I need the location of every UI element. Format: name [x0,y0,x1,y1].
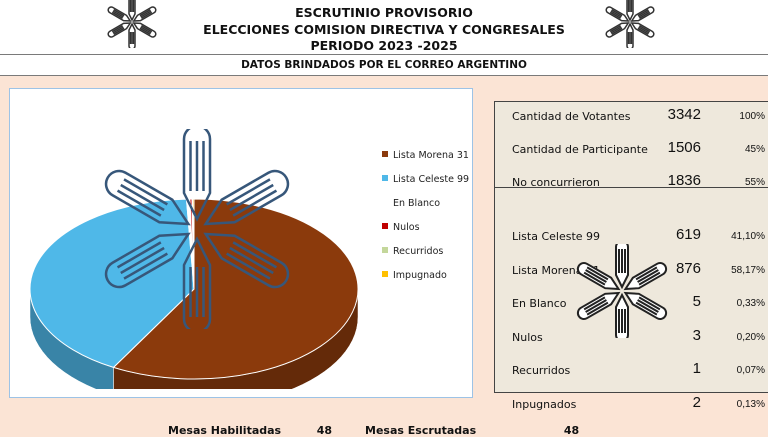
header: ESCRUTINIO PROVISORIO ELECCIONES COMISIO… [0,0,768,55]
stats-row: En Blanco 5 0,33% [495,293,768,315]
stats-label: Lista Celeste 99 [512,230,601,243]
stats-divider [495,187,768,188]
stats-row: Nulos 3 0,20% [495,327,768,349]
legend-label: Recurridos [393,246,444,257]
stats-percent: 0,20% [736,331,765,343]
stats-row: Cantidad de Participante 1506 45% [495,139,768,161]
stats-panel: Cantidad de Votantes 3342 100% Cantidad de … [494,101,768,411]
legend-swatch [382,175,388,181]
stats-value: 619 [675,226,701,243]
stats-label: En Blanco [512,297,567,310]
legend-item: Impugnado [382,269,447,283]
legend-label: En Blanco [393,198,441,209]
stats-row: Recurridos 1 0,07% [495,360,768,382]
stats-value: 1836 [667,172,701,189]
stats-percent: 0,13% [736,398,765,410]
legend-item: En Blanco [382,197,440,211]
stats-value: 5 [692,293,701,310]
stats-label: Nulos [512,330,543,344]
legend-label: Nulos [393,222,420,233]
stats-percent: 55% [744,177,765,188]
chart-area: Lista Morena 31 Lista Celeste 99 En Blanco… [9,88,473,398]
title-line-1: ESCRUTINIO PROVISORIO [295,5,473,20]
stats-percent: 45% [744,144,765,155]
legend-item: Recurridos [382,245,443,259]
stats-value: 876 [675,259,701,277]
title-line-3: PERIODO 2023 -2025 [310,38,458,53]
stats-percent: 0,07% [736,365,765,376]
pie-slice-0 [112,198,359,380]
pencil-star-watermark [104,129,290,329]
footer-right: Mesas Escrutadas 48 [365,424,579,437]
footer-left-label: Mesas Habilitadas [168,424,282,437]
stats-value: 1506 [667,139,701,156]
stats-percent: 0,33% [736,298,765,309]
stats-value: 1 [692,360,701,377]
footer-left: Mesas Habilitadas 48 [168,424,332,437]
stats-row: No concurrieron 1836 55% [495,172,768,194]
stats-label: Cantidad de Participante [512,143,648,156]
stats-percent: 41,10% [731,231,765,242]
stats-label: Cantidad de Votantes [512,110,631,123]
footer-right-value: 48 [563,424,580,437]
stats-value: 3 [692,326,701,344]
stats-percent: 100% [739,111,765,122]
legend-swatch [382,199,388,205]
stats-percent: 58,17% [731,264,765,276]
legend-label: Lista Morena 31 [393,150,469,161]
title-line-2: ELECCIONES COMISION DIRECTIVA Y CONGRESA… [203,22,565,37]
stats-value: 3342 [667,106,701,123]
legend-label: Lista Celeste 99 [393,174,470,185]
stats-label: No concurrieron [512,176,600,189]
legend-swatch [382,151,388,157]
stats-label: Inpugnados [512,397,577,411]
footer-right-label: Mesas Escrutadas [365,424,477,437]
legend-item: Nulos [382,221,420,235]
legend-swatch [382,247,388,253]
stats-value: 2 [692,393,701,411]
legend-swatch [382,223,388,229]
stats-row: Lista Celeste 99 619 41,10% [495,226,768,248]
stats-label: Recurridos [512,364,571,377]
stats-row: Cantidad de Votantes 3342 100% [495,106,768,128]
pencil-star-logo-left [107,0,157,48]
legend-item: Lista Celeste 99 [382,173,469,187]
legend-label: Impugnado [393,270,447,281]
legend-swatch [382,271,388,277]
subheader: DATOS BRINDADOS POR EL CORREO ARGENTINO [0,55,768,76]
legend-item: Lista Morena 31 [382,149,469,163]
pencil-star-logo-stats [576,244,668,338]
stats-row: Inpugnados 2 0,13% [495,394,768,416]
pencil-star-logo-right [605,0,655,48]
footer-left-value: 48 [316,424,333,437]
